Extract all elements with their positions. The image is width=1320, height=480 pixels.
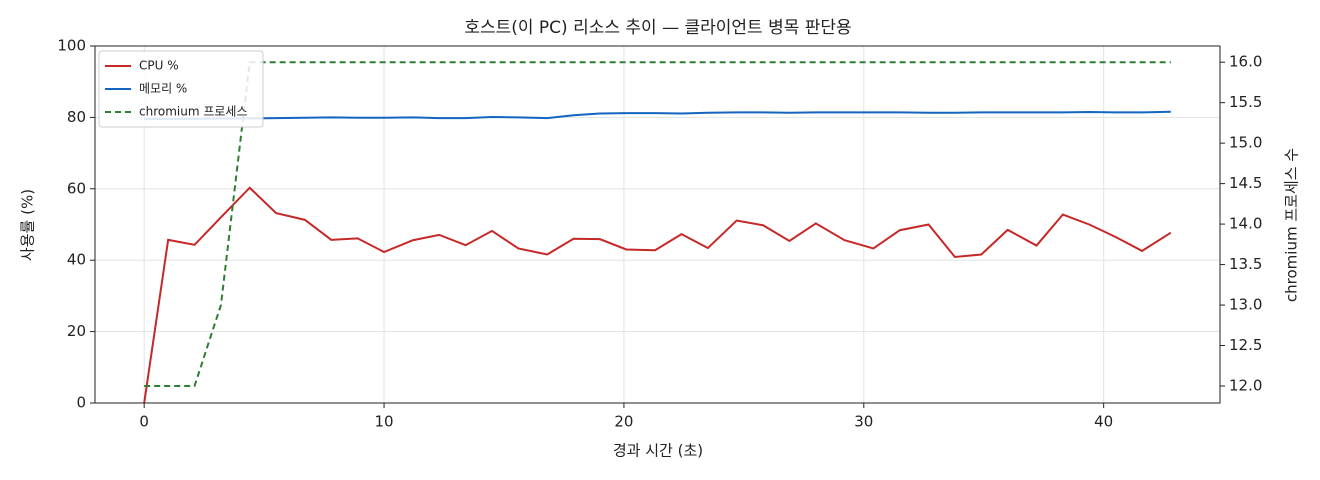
plot-frame bbox=[94, 45, 1221, 404]
y-axis-label: 사용률 (%) bbox=[19, 189, 37, 261]
series-line bbox=[143, 186, 1172, 404]
y-tick-label: 20 bbox=[67, 322, 86, 340]
y2-tick-label: 13.0 bbox=[1229, 296, 1262, 314]
y-tick-label: 0 bbox=[76, 394, 86, 412]
y-tick-label: 60 bbox=[67, 179, 86, 197]
y-tick-label: 80 bbox=[67, 108, 86, 126]
series-line bbox=[144, 110, 1171, 121]
y2-tick-label: 14.5 bbox=[1229, 174, 1262, 192]
x-tick-label: 10 bbox=[374, 413, 393, 431]
legend-label: chromium 프로세스 bbox=[139, 105, 248, 119]
y2-tick-label: 16.0 bbox=[1229, 53, 1262, 71]
legend-box bbox=[98, 50, 264, 128]
x-tick-label: 0 bbox=[139, 413, 149, 431]
x-tick-label: 20 bbox=[614, 413, 633, 431]
y2-tick-label: 12.0 bbox=[1229, 377, 1262, 395]
y2-tick-label: 12.5 bbox=[1229, 336, 1262, 354]
x-axis-label: 경과 시간 (초) bbox=[613, 442, 703, 460]
y2-tick-label: 15.0 bbox=[1229, 134, 1262, 152]
x-tick-label: 40 bbox=[1094, 413, 1113, 431]
legend-label: 메모리 % bbox=[139, 82, 187, 96]
y-tick-label: 40 bbox=[67, 251, 86, 269]
y2-tick-label: 13.5 bbox=[1229, 255, 1262, 273]
x-tick-label: 30 bbox=[854, 413, 873, 431]
legend: CPU % 메모리 % chromium 프로세스 bbox=[98, 50, 264, 128]
chart-title: 호스트(이 PC) 리소스 추이 — 클라이언트 병목 판단용 bbox=[464, 18, 851, 38]
y2-tick-label: 14.0 bbox=[1229, 215, 1262, 233]
y2-axis-label: chromium 프로세스 수 bbox=[1283, 148, 1301, 302]
series-line bbox=[144, 61, 1171, 387]
y2-tick-label: 15.5 bbox=[1229, 93, 1262, 111]
legend-label: CPU % bbox=[139, 59, 179, 73]
y-tick-label: 100 bbox=[57, 37, 86, 55]
